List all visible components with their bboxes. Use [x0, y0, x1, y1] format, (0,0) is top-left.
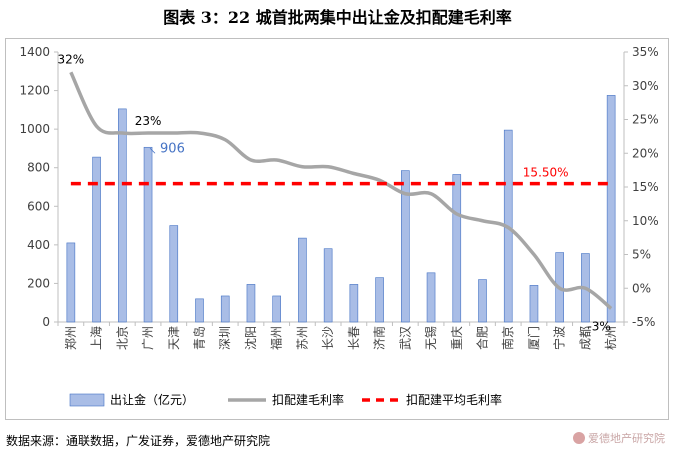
legend-label-average-line: 扣配建平均毛利率	[406, 392, 502, 407]
x-axis-category-label: 成都	[578, 326, 592, 350]
bar-广州	[143, 146, 153, 323]
left-axis-tick-label: 0	[42, 315, 50, 329]
right-axis-tick-label: 35%	[632, 45, 659, 59]
margin-line	[69, 71, 613, 310]
x-axis-category-label: 武汉	[398, 326, 412, 350]
bar-苏州	[298, 237, 307, 323]
chart-title: 图表 3：22 城首批两集中出让金及扣配建毛利率	[163, 8, 512, 27]
data-label-leader	[149, 147, 156, 154]
x-axis-category-label: 无锡	[423, 326, 438, 350]
x-axis-category-label: 合肥	[475, 326, 490, 350]
bar-厦门	[529, 285, 539, 323]
x-axis-category-label: 长春	[347, 326, 361, 350]
right-axis-tick-label: 20%	[632, 146, 659, 160]
x-axis-category-label: 郑州	[63, 326, 78, 350]
right-axis-tick-label: 30%	[632, 79, 659, 93]
x-axis-category-label: 福州	[269, 326, 284, 350]
bar-长春	[349, 284, 359, 323]
data-label: 906	[160, 141, 185, 156]
legend-swatch-bar	[69, 393, 105, 407]
bar-重庆	[452, 174, 462, 323]
right-axis-tick-label: 10%	[632, 214, 659, 228]
right-axis-tick-label: 15%	[632, 180, 659, 194]
bar-沈阳	[246, 284, 256, 323]
bar-郑州	[66, 242, 76, 323]
bar-无锡	[426, 272, 436, 323]
x-axis-category-label: 上海	[89, 326, 104, 350]
data-label: 15.50%	[523, 166, 569, 180]
left-axis-tick-label: 1200	[19, 84, 50, 98]
left-axis-tick-label: 1000	[19, 122, 50, 136]
bar-上海	[92, 156, 101, 323]
source-note: 数据来源：通联数据，广发证券，爱德地产研究院	[6, 434, 271, 448]
x-axis-category-label: 宁波	[552, 326, 567, 350]
watermark-logo-icon	[573, 432, 585, 444]
left-axis-tick-label: 400	[27, 238, 50, 252]
left-axis-tick-label: 800	[27, 161, 50, 175]
legend-label-margin-line: 扣配建毛利率	[272, 392, 344, 407]
x-axis-category-label: 北京	[115, 326, 129, 350]
bar-深圳	[220, 295, 230, 323]
right-axis-tick-label: 0%	[632, 281, 651, 295]
data-label: -3%	[587, 320, 610, 334]
x-axis-category-label: 杭州	[603, 326, 618, 350]
bar-杭州	[606, 95, 616, 323]
x-axis-category-label: 南京	[500, 326, 515, 350]
x-axis-category-label: 青岛	[192, 326, 207, 350]
chart-frame	[5, 38, 669, 420]
x-axis-category-label: 重庆	[450, 326, 464, 350]
x-axis-category-label: 天津	[167, 326, 181, 350]
right-axis-tick-label: 5%	[632, 248, 651, 262]
bar-济南	[375, 277, 384, 323]
bar-长沙	[323, 248, 333, 323]
right-axis-tick-label: 25%	[632, 113, 659, 127]
bar-北京	[118, 108, 127, 323]
bar-福州	[272, 295, 281, 323]
data-label: 23%	[135, 114, 162, 128]
x-axis-category-label: 苏州	[295, 326, 309, 350]
x-axis-category-label: 厦门	[526, 326, 541, 350]
data-label: 32%	[58, 52, 85, 66]
x-axis-category-label: 长沙	[321, 326, 335, 350]
left-axis-tick-label: 200	[27, 276, 50, 290]
bar-合肥	[478, 279, 487, 323]
bar-武汉	[401, 170, 410, 323]
bar-青岛	[195, 298, 204, 323]
watermark: 爱德地产研究院	[573, 430, 665, 446]
bar-天津	[169, 225, 179, 323]
x-axis-category-label: 济南	[372, 326, 387, 350]
legend-label-bar: 出让金（亿元）	[110, 392, 194, 407]
watermark-text: 爱德地产研究院	[588, 432, 665, 445]
left-axis-tick-label: 600	[27, 199, 50, 213]
x-axis-category-label: 沈阳	[243, 326, 258, 350]
x-axis-category-label: 广州	[141, 326, 155, 350]
left-axis-tick-label: 1400	[19, 45, 50, 59]
right-axis-tick-label: -5%	[632, 315, 655, 329]
x-axis-category-label: 深圳	[218, 326, 232, 350]
